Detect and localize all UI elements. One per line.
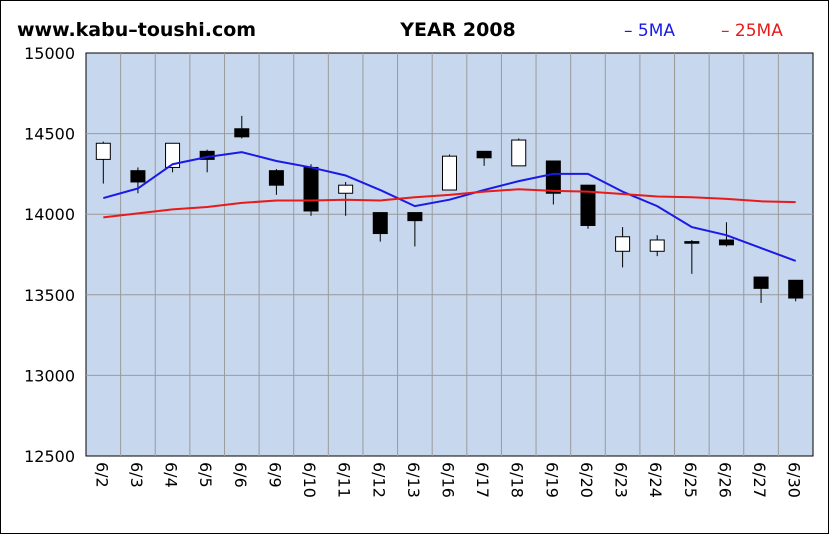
candle-body-up [649,239,665,252]
candle-body-down [268,170,284,186]
x-tick-label: 6/19 [542,462,561,498]
candle-body-down [788,279,804,299]
candle [753,276,769,303]
x-tick-label: 6/25 [681,462,700,498]
y-tick-label: 13000 [24,366,75,385]
candle-body-up [615,236,631,252]
ma-line-25ma [103,188,796,219]
x-tick-label: 6/16 [439,462,458,498]
x-tick-label: 6/11 [335,462,354,498]
candle-body-up [442,155,457,191]
candle-body-down [234,128,250,138]
candles-layer [95,115,804,303]
x-tick-label: 6/30 [785,462,804,498]
x-tick-label: 6/24 [646,462,665,498]
x-tick-label: 6/9 [265,462,284,488]
grid-layer [86,53,813,456]
candle-body-down [684,241,700,244]
candle-body-down [476,150,492,159]
candle [442,154,457,191]
x-tick-label: 6/10 [300,462,319,498]
y-tick-label: 14000 [24,205,75,224]
candle [407,212,423,247]
x-axis-ticks: 6/2 6/3 6/4 6/5 6/6 6/9 6/10 6/11 6/12 6/13 6/16 6/… [92,462,803,498]
x-tick-label: 6/12 [369,462,388,498]
x-tick-label: 6/4 [162,462,181,488]
x-tick-label: 6/18 [508,462,527,498]
candle-body-down [753,276,769,289]
candle-body-down [303,166,319,212]
y-tick-label: 12500 [24,447,75,466]
x-tick-label: 6/17 [473,462,492,498]
candle [788,279,804,302]
candle-body-up [95,142,111,160]
x-tick-label: 6/27 [750,462,769,498]
candle [615,227,631,268]
legend-25ma: – 25MA [721,21,783,41]
site-name: www.kabu–toushi.com [17,19,256,41]
candle-body-up [338,184,354,194]
y-tick-label: 14500 [24,125,75,144]
candle-body-down [718,239,734,246]
candle-body-down [580,184,596,226]
x-tick-label: 6/26 [715,462,734,498]
x-tick-label: 6/23 [612,462,631,498]
candle [268,169,284,195]
candle [545,160,561,205]
candle [511,138,527,167]
x-tick-label: 6/2 [92,462,111,488]
x-tick-label: 6/6 [231,462,250,488]
y-tick-label: 13500 [24,286,75,305]
moving-average-layer [103,151,797,262]
candle [649,235,665,257]
legend-5ma: – 5MA [624,21,675,41]
x-tick-label: 6/3 [127,462,146,488]
candle-body-down [372,212,388,235]
candle [95,141,111,184]
plot-area [85,52,814,457]
candle-body-down [545,160,561,194]
candle [303,164,319,216]
candle-body-down [407,212,423,222]
candle [684,239,700,274]
candle [476,150,492,166]
candle [234,115,250,139]
x-tick-label: 6/20 [577,462,596,498]
y-tick-label: 15000 [24,44,75,63]
x-tick-label: 6/13 [404,462,423,498]
ma-line-5ma [103,151,797,262]
candle-body-down [130,170,146,183]
candle-body-up [511,139,527,167]
candle [372,212,388,242]
x-tick-label: 6/5 [196,462,215,488]
chart-title: YEAR 2008 [399,19,516,41]
candle-body-up [165,142,181,168]
y-axis-ticks: 12500 13000 13500 14000 14500 15000 [24,44,75,466]
candle [165,142,181,173]
